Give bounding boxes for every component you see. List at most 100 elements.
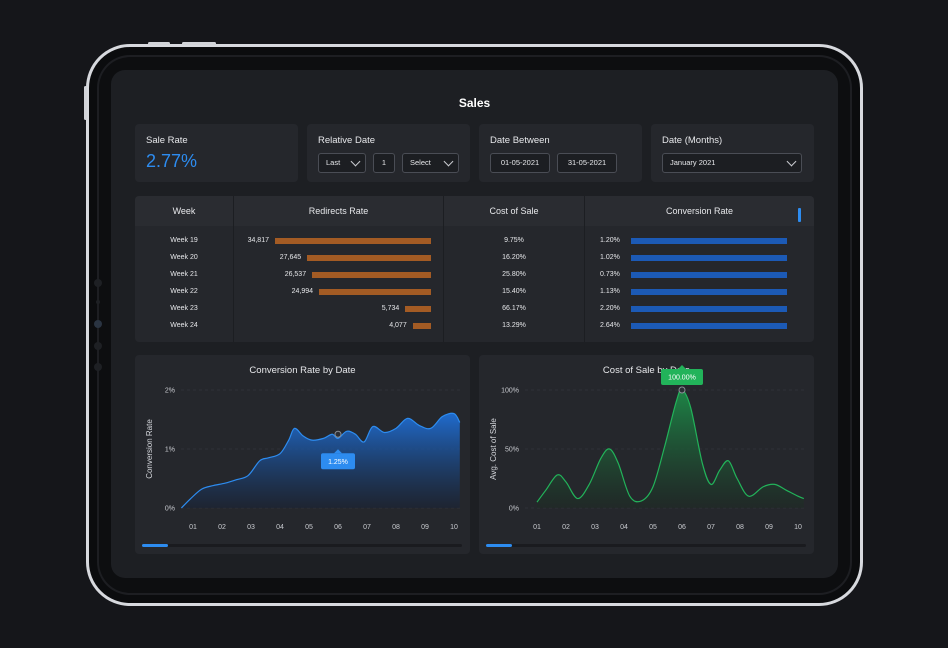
x-tick-label: 05 [305,524,313,531]
conversion-rate-chart: 0% 1% 2% 01 02 03 04 05 06 07 08 09 10 Conversion Rat… [145,388,462,531]
redirects-value: 24,994 [291,288,314,295]
tooltip [321,453,355,470]
week-cell: Week 21 [170,271,198,278]
column-header-week[interactable]: Week [135,196,233,226]
x-tick-label: 05 [649,524,657,531]
x-tick-label: 06 [334,524,342,531]
conversion-value: 1.13% [600,288,620,295]
table-row[interactable]: Week 22 24,994 15.40% 1.13% [135,283,814,300]
y-tick-label: 0% [165,506,175,513]
month-select-value: January 2021 [670,158,716,167]
redirects-value: 26,537 [284,271,307,278]
date-between-label: Date Between [490,135,550,146]
relative-amount-input[interactable]: 1 [373,153,395,173]
table-row[interactable]: Week 23 5,734 66.17% 2.20% [135,300,814,317]
tooltip-label: 1.25% [328,459,348,466]
sale-rate-value: 2.77% [146,151,198,171]
x-tick-label: 02 [562,524,570,531]
chevron-down-icon [786,156,797,167]
tablet-camera-dot [96,300,100,304]
conversion-bar [631,238,787,244]
redirects-value: 27,645 [279,254,302,261]
tablet-top-button [182,42,216,45]
series-line [180,412,461,509]
table-row[interactable]: Week 19 34,817 9.75% 1.20% [135,232,814,249]
y-tick-label: 1% [165,447,175,454]
conversion-value: 1.02% [600,254,620,261]
series-line [536,389,805,503]
y-tick-label: 2% [165,388,175,395]
table-row[interactable]: Week 20 27,645 16.20% 1.02% [135,249,814,266]
conversion-value: 0.73% [600,271,620,278]
tablet-camera-dot [94,279,102,287]
series-area [537,389,804,508]
relative-unit-select[interactable]: Select [402,153,459,173]
highlight-point [678,386,686,394]
highlight-point [334,430,342,438]
end-date-input[interactable]: 31-05-2021 [557,153,617,173]
week-cell: Week 23 [170,305,198,312]
chart-scrollbar-thumb[interactable] [142,544,168,547]
x-tick-label: 09 [765,524,773,531]
x-tick-label: 01 [189,524,197,531]
x-tick-label: 03 [591,524,599,531]
conversion-bar [631,323,787,329]
conversion-value: 2.20% [600,305,620,312]
chevron-down-icon [350,156,361,167]
redirects-bar [307,255,431,261]
redirects-value: 4,077 [389,322,407,329]
redirects-bar [312,272,431,278]
x-tick-label: 08 [736,524,744,531]
redirects-bar [405,306,431,312]
tooltip-label: 100.00% [668,375,696,382]
relative-mode-select[interactable]: Last [318,153,366,173]
column-divider [584,196,585,342]
week-cell: Week 22 [170,288,198,295]
x-tick-label: 08 [392,524,400,531]
table-row[interactable]: Week 21 26,537 25.80% 0.73% [135,266,814,283]
week-cell: Week 19 [170,237,198,244]
cost-of-sale-cell: 16.20% [502,254,526,261]
x-tick-label: 04 [276,524,284,531]
cost-of-sale-cell: 66.17% [502,305,526,312]
chart-scrollbar[interactable] [486,544,806,547]
column-header-cost[interactable]: Cost of Sale [444,196,584,226]
redirects-value: 34,817 [247,237,269,244]
cost-of-sale-cell: 25.80% [502,271,526,278]
chart-scrollbar[interactable] [142,544,462,547]
redirects-bar [275,238,431,244]
y-tick-label: 0% [509,506,519,513]
start-date-input[interactable]: 01-05-2021 [490,153,550,173]
x-tick-label: 10 [450,524,458,531]
conversion-value: 2.64% [600,322,620,329]
x-tick-label: 07 [707,524,715,531]
tooltip [661,369,703,385]
cost-of-sale-cell: 9.75% [504,237,524,244]
x-tick-label: 03 [247,524,255,531]
x-tick-label: 02 [218,524,226,531]
tooltip-arrow [678,365,686,369]
x-tick-label: 10 [794,524,802,531]
column-header-conversion[interactable]: Conversion Rate [585,196,814,226]
month-select[interactable]: January 2021 [662,153,802,173]
cost-of-sale-chart: 0% 50% 100% 01 02 03 04 05 06 07 08 09 10 Avg. Cost o… [489,365,806,531]
relative-date-card: Relative Date Last 1 Select [307,124,470,182]
column-divider [443,196,444,342]
conversion-value: 1.20% [600,237,620,244]
weekly-sales-table: Week Redirects Rate Cost of Sale Convers… [135,196,814,342]
relative-unit-value: Select [410,158,431,167]
y-axis-label: Conversion Rate [145,419,154,479]
chart-scrollbar-thumb[interactable] [486,544,512,547]
date-months-card: Date (Months) January 2021 [651,124,814,182]
y-tick-label: 100% [501,388,519,395]
x-tick-label: 07 [363,524,371,531]
table-scrollbar[interactable] [798,208,801,222]
cost-of-sale-cell: 13.29% [502,322,526,329]
x-tick-label: 04 [620,524,628,531]
date-between-card: Date Between 01-05-2021 31-05-2021 [479,124,642,182]
column-header-redirects[interactable]: Redirects Rate [234,196,443,226]
x-tick-label: 06 [678,524,686,531]
table-row[interactable]: Week 24 4,077 13.29% 2.64% [135,317,814,334]
column-divider [233,196,234,342]
date-months-label: Date (Months) [662,135,723,146]
